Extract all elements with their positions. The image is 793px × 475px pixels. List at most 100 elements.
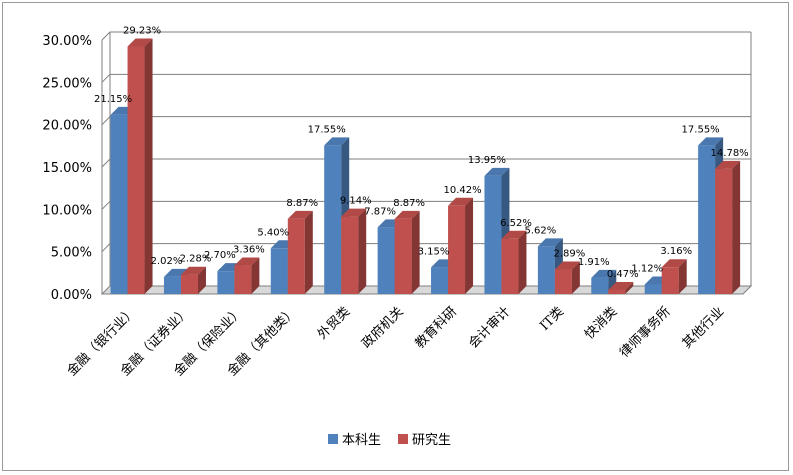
data-label: 3.36%: [233, 245, 265, 256]
bar-front: [644, 284, 662, 294]
bar: [448, 197, 474, 294]
data-label: 2.89%: [553, 249, 585, 260]
data-label: 9.14%: [340, 196, 372, 207]
x-category-label: 外贸类: [315, 304, 353, 342]
bar: [287, 210, 313, 294]
bar-front: [484, 175, 502, 294]
bar-front: [377, 227, 395, 294]
bar: [501, 230, 527, 294]
data-label: 3.16%: [660, 246, 692, 257]
data-label: 17.55%: [682, 124, 720, 135]
bar: [591, 269, 617, 294]
bar-side: [571, 261, 580, 294]
bar: [661, 259, 687, 294]
x-category-label: 会计审计: [466, 304, 513, 351]
bar-side: [732, 160, 741, 294]
bar-front: [324, 145, 342, 294]
bar-front: [341, 216, 359, 294]
legend: 本科生 研究生: [328, 433, 451, 448]
legend-item: 本科生: [328, 433, 381, 448]
bar-side: [625, 282, 634, 294]
y-tick-label: 25.00%: [42, 76, 92, 91]
y-tick-label: 5.00%: [51, 246, 92, 261]
data-label: 5.62%: [524, 225, 556, 236]
data-label: 29.23%: [123, 26, 161, 37]
bar-top: [661, 259, 687, 268]
bar-side: [411, 210, 420, 294]
data-label: 2.28%: [180, 254, 212, 265]
bar-top: [287, 210, 313, 219]
bar-top: [180, 266, 206, 275]
bar-front: [234, 265, 252, 294]
y-axis-ticks: 0.00% 5.00% 10.00% 15.00% 20.00% 25.00% 30.00%: [42, 34, 92, 303]
bar-side: [251, 257, 260, 294]
data-label: 1.12%: [631, 264, 663, 275]
x-axis-categories: 金融（银行业）金融（证券业）金融（保险业）金融（其他类） 外贸类 政府机关 教育科研会…: [64, 304, 727, 380]
bar-front: [163, 276, 181, 294]
data-label: 5.40%: [257, 227, 289, 238]
bar: [341, 208, 367, 294]
data-label: 6.52%: [500, 218, 532, 229]
data-label: 8.87%: [393, 198, 425, 209]
data-label: 2.70%: [204, 250, 236, 261]
bar-top: [715, 160, 741, 169]
bar-front: [591, 277, 609, 294]
bar: [180, 266, 206, 294]
bar-side: [678, 259, 687, 294]
bar-front: [661, 267, 679, 294]
bar-top: [324, 137, 350, 146]
bar-front: [394, 218, 412, 294]
bar-front: [448, 205, 466, 294]
x-category-label: IT类: [537, 304, 567, 334]
y-tick-label: 30.00%: [42, 34, 92, 49]
legend-label: 研究生: [412, 433, 451, 448]
legend-swatch: [328, 434, 338, 444]
y-tick-label: 15.00%: [42, 161, 92, 176]
bar: [394, 210, 420, 294]
bar-top: [341, 208, 367, 217]
bar-front: [287, 218, 305, 294]
legend-label: 本科生: [342, 433, 381, 448]
data-label: 3.15%: [418, 246, 450, 257]
bar-front: [537, 246, 555, 294]
bar-front: [180, 274, 198, 294]
data-label: 8.87%: [286, 198, 318, 209]
x-category-label: 快消类: [582, 304, 620, 342]
data-label: 13.95%: [468, 155, 506, 166]
x-category-label: 其他行业: [680, 304, 727, 351]
bar-front: [698, 145, 716, 294]
bar-side: [304, 210, 313, 294]
bar-side: [197, 266, 206, 294]
data-label: 21.15%: [94, 94, 132, 105]
bar: [608, 282, 634, 294]
axes: [101, 32, 752, 295]
bar-top: [394, 210, 420, 219]
bar-front: [608, 290, 626, 294]
x-category-label: 教育科研: [412, 304, 460, 352]
data-label: 7.87%: [364, 206, 396, 217]
bar: [127, 38, 153, 294]
data-label: 0.47%: [607, 269, 639, 280]
bar-top: [127, 38, 153, 47]
bar-front: [110, 114, 128, 295]
bar-top: [608, 282, 634, 291]
bar-front: [501, 238, 519, 294]
bar-side: [144, 38, 153, 294]
x-category-label: 政府机关: [359, 304, 406, 351]
legend-swatch: [398, 434, 408, 444]
bar-top: [234, 257, 260, 266]
bar-top: [501, 230, 527, 239]
bar-front: [127, 46, 145, 294]
y-tick-label: 0.00%: [51, 288, 92, 303]
bar-side: [465, 197, 474, 294]
bar-front: [217, 271, 235, 294]
legend-item: 研究生: [398, 433, 451, 448]
bar-top: [448, 197, 474, 206]
bar-top: [591, 269, 617, 278]
bar: [554, 261, 580, 294]
data-label: 17.55%: [308, 124, 346, 135]
bar-side: [518, 230, 527, 294]
data-label: 14.78%: [711, 148, 749, 159]
bar-front: [715, 168, 733, 294]
